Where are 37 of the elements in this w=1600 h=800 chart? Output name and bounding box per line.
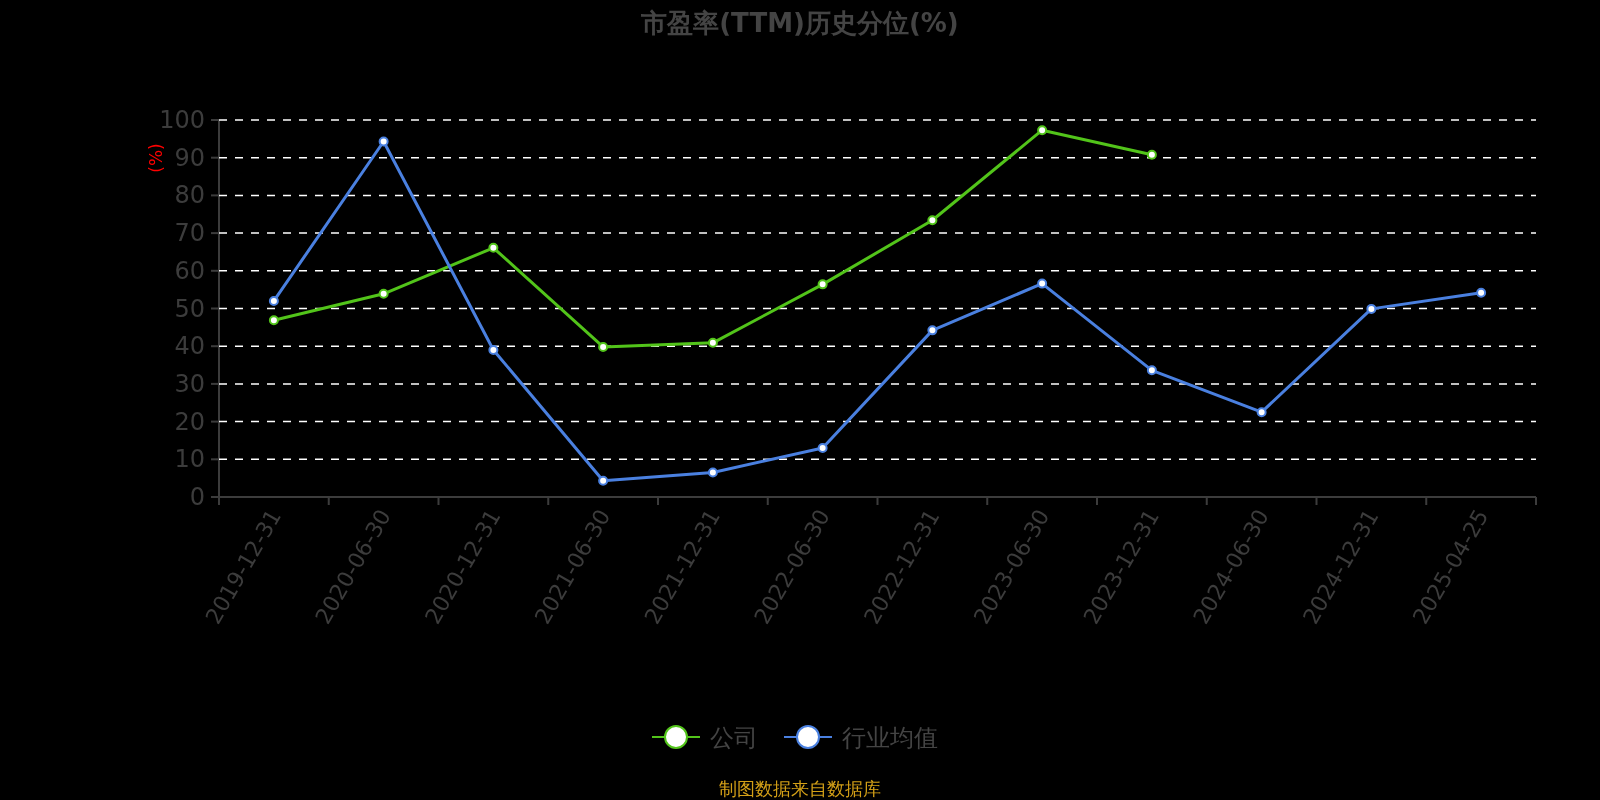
point: [1146, 365, 1157, 376]
point: [378, 136, 389, 147]
point: [1146, 149, 1157, 160]
point: [927, 325, 938, 336]
y-tick-label: 30: [174, 369, 205, 398]
point: [707, 467, 718, 478]
y-tick-label: 50: [174, 294, 205, 323]
y-tick-label: 70: [174, 219, 205, 248]
y-tick-label: 80: [174, 181, 205, 210]
y-tick-label: 100: [159, 106, 205, 134]
point: [378, 288, 389, 299]
point: [817, 279, 828, 290]
point: [598, 341, 609, 352]
legend-label: 行业均值: [842, 724, 938, 752]
point: [817, 442, 828, 453]
legend-label: 公司: [710, 724, 758, 752]
chart-title: 市盈率(TTM)历史分位(%): [640, 8, 959, 38]
point: [1037, 125, 1048, 136]
point: [488, 242, 499, 253]
point: [268, 315, 279, 326]
point: [927, 215, 938, 226]
point: [1256, 407, 1267, 418]
y-tick-label: 20: [174, 407, 205, 436]
y-tick-label: 90: [174, 143, 205, 172]
y-tick-label: 0: [189, 483, 205, 511]
y-tick-label: 60: [174, 256, 205, 285]
point: [1366, 303, 1377, 314]
point: [268, 295, 279, 306]
point: [488, 344, 499, 355]
point: [1037, 278, 1048, 289]
point: [1476, 287, 1487, 298]
text: 制图数据来自数据库: [719, 778, 881, 799]
y-tick-label: 40: [174, 332, 205, 361]
point: [598, 475, 609, 486]
y-axis-title: (%): [146, 143, 166, 173]
y-tick-label: 10: [174, 445, 205, 474]
point: [707, 337, 718, 348]
